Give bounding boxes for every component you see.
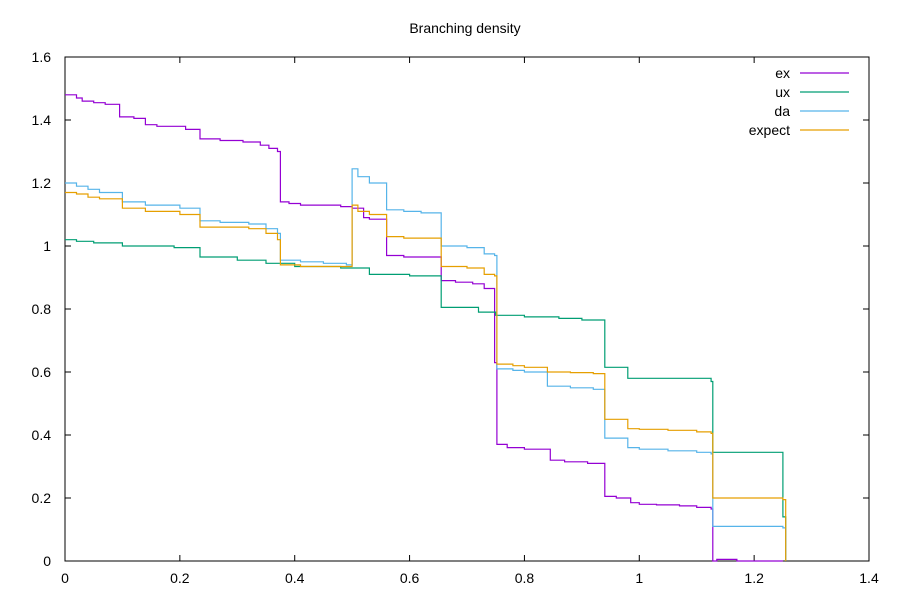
x-tick-label: 0.2 <box>170 570 190 586</box>
x-tick-label: 0.8 <box>515 570 535 586</box>
x-tick-label: 0 <box>61 570 69 586</box>
y-tick-label: 0.4 <box>32 427 52 443</box>
x-tick-label: 0.6 <box>400 570 420 586</box>
series-line-ex <box>65 94 783 562</box>
x-tick-label: 1.4 <box>859 570 879 586</box>
series-line-da <box>65 168 787 561</box>
chart-title: Branching density <box>409 20 520 36</box>
y-tick-label: 1 <box>43 238 51 254</box>
y-tick-label: 1.4 <box>32 112 52 128</box>
series-layer <box>65 94 787 562</box>
x-axis: 0 0.2 0.4 0.6 0.8 1 1.2 1.4 <box>61 57 879 586</box>
y-tick-label: 0 <box>43 553 51 569</box>
y-axis: 0 0.2 0.4 0.6 0.8 1 1.2 1.4 1.6 <box>32 49 869 569</box>
y-tick-label: 1.2 <box>32 175 52 191</box>
y-tick-label: 1.6 <box>32 49 52 65</box>
x-tick-label: 0.4 <box>285 570 305 586</box>
series-line-expect <box>65 191 787 561</box>
legend: ex ux da expect <box>749 65 849 138</box>
y-tick-label: 0.6 <box>32 364 52 380</box>
y-tick-label: 0.2 <box>32 490 52 506</box>
y-tick-label: 0.8 <box>32 301 52 317</box>
legend-label-ux: ux <box>775 84 790 100</box>
legend-label-expect: expect <box>749 122 790 138</box>
series-line-ux <box>65 239 787 561</box>
legend-label-da: da <box>774 103 790 119</box>
x-tick-label: 1.2 <box>744 570 764 586</box>
x-tick-label: 1 <box>635 570 643 586</box>
legend-label-ex: ex <box>775 65 790 81</box>
